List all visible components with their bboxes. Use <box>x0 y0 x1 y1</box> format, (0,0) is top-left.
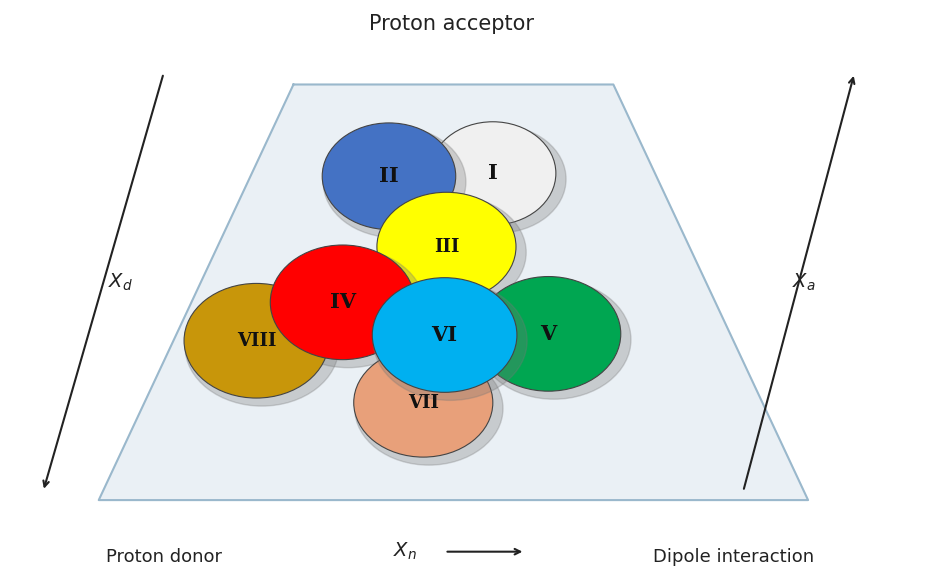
Ellipse shape <box>184 283 328 398</box>
Text: VII: VII <box>407 393 439 412</box>
Text: Proton acceptor: Proton acceptor <box>368 14 534 35</box>
Ellipse shape <box>378 196 526 309</box>
Ellipse shape <box>431 125 566 233</box>
Text: VIII: VIII <box>236 332 276 350</box>
Polygon shape <box>99 85 808 500</box>
Ellipse shape <box>373 281 527 400</box>
Text: Proton donor: Proton donor <box>106 548 221 566</box>
Text: II: II <box>379 166 399 186</box>
Ellipse shape <box>271 245 415 359</box>
Ellipse shape <box>185 287 339 406</box>
Text: $X_n$: $X_n$ <box>392 541 417 562</box>
Text: $X_d$: $X_d$ <box>108 272 133 293</box>
Ellipse shape <box>477 280 631 399</box>
Ellipse shape <box>323 126 466 237</box>
Ellipse shape <box>476 276 620 391</box>
Ellipse shape <box>430 122 556 225</box>
Ellipse shape <box>322 123 456 229</box>
Ellipse shape <box>377 192 516 301</box>
Ellipse shape <box>354 351 503 465</box>
Text: Dipole interaction: Dipole interaction <box>654 548 815 566</box>
Text: IV: IV <box>329 293 355 312</box>
Text: $X_a$: $X_a$ <box>791 272 816 293</box>
Text: VI: VI <box>432 325 458 345</box>
Ellipse shape <box>272 248 425 367</box>
Ellipse shape <box>353 348 493 457</box>
Text: III: III <box>433 238 459 256</box>
Ellipse shape <box>372 278 517 392</box>
Text: V: V <box>540 324 556 344</box>
Text: I: I <box>488 164 498 183</box>
